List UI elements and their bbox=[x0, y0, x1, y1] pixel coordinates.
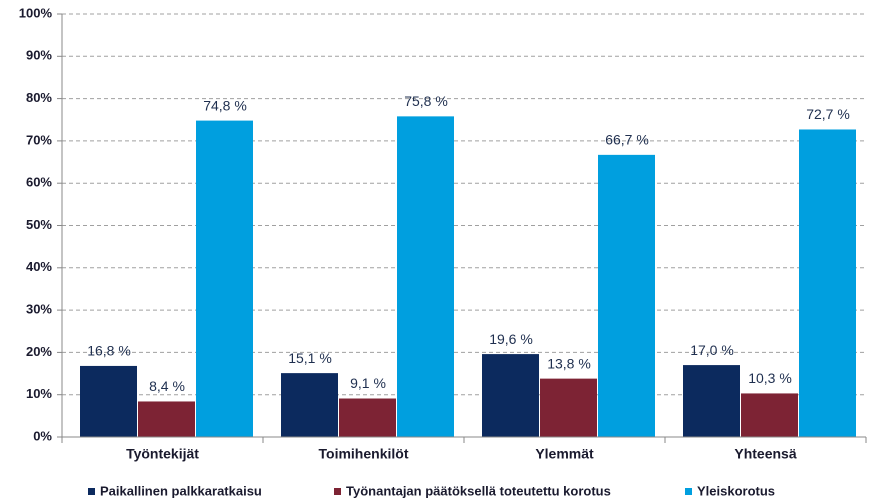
data-label: 15,1 % bbox=[288, 350, 332, 366]
bar bbox=[339, 398, 396, 437]
bar bbox=[482, 354, 539, 437]
data-label: 10,3 % bbox=[748, 370, 792, 386]
bar bbox=[281, 373, 338, 437]
y-tick-label: 40% bbox=[26, 259, 52, 274]
y-tick-label: 100% bbox=[19, 5, 53, 20]
legend-label: Yleiskorotus bbox=[697, 483, 775, 498]
legend-swatch bbox=[334, 488, 341, 495]
y-tick-label: 30% bbox=[26, 302, 52, 317]
y-tick-label: 10% bbox=[26, 386, 52, 401]
x-tick-label: Ylemmät bbox=[535, 446, 594, 462]
data-label: 74,8 % bbox=[203, 97, 247, 113]
data-label: 16,8 % bbox=[87, 343, 131, 359]
bar bbox=[799, 129, 856, 437]
bar bbox=[80, 365, 137, 437]
data-label: 9,1 % bbox=[350, 375, 386, 391]
legend-label: Työnantajan päätöksellä toteutettu korot… bbox=[346, 483, 611, 498]
data-label: 13,8 % bbox=[547, 355, 591, 371]
data-label: 19,6 % bbox=[489, 331, 533, 347]
y-tick-label: 0% bbox=[33, 428, 52, 443]
bar bbox=[397, 116, 454, 437]
bar bbox=[540, 378, 597, 437]
x-tick-label: Yhteensä bbox=[734, 446, 796, 462]
bar bbox=[598, 154, 655, 437]
y-tick-label: 20% bbox=[26, 344, 52, 359]
data-label: 75,8 % bbox=[404, 93, 448, 109]
y-tick-label: 60% bbox=[26, 175, 52, 190]
bar bbox=[741, 393, 798, 437]
y-tick-label: 80% bbox=[26, 90, 52, 105]
bar bbox=[683, 365, 740, 437]
y-tick-label: 50% bbox=[26, 217, 52, 232]
data-label: 72,7 % bbox=[806, 106, 850, 122]
y-tick-label: 90% bbox=[26, 48, 52, 63]
legend-label: Paikallinen palkkaratkaisu bbox=[100, 483, 262, 498]
bar bbox=[196, 120, 253, 437]
x-tick-label: Toimihenkilöt bbox=[319, 446, 409, 462]
legend-swatch bbox=[685, 488, 692, 495]
x-tick-label: Työntekijät bbox=[126, 446, 199, 462]
bar bbox=[138, 401, 195, 437]
data-label: 8,4 % bbox=[149, 378, 185, 394]
legend-swatch bbox=[88, 488, 95, 495]
data-label: 66,7 % bbox=[605, 132, 649, 148]
data-label: 17,0 % bbox=[690, 342, 734, 358]
y-tick-label: 70% bbox=[26, 132, 52, 147]
